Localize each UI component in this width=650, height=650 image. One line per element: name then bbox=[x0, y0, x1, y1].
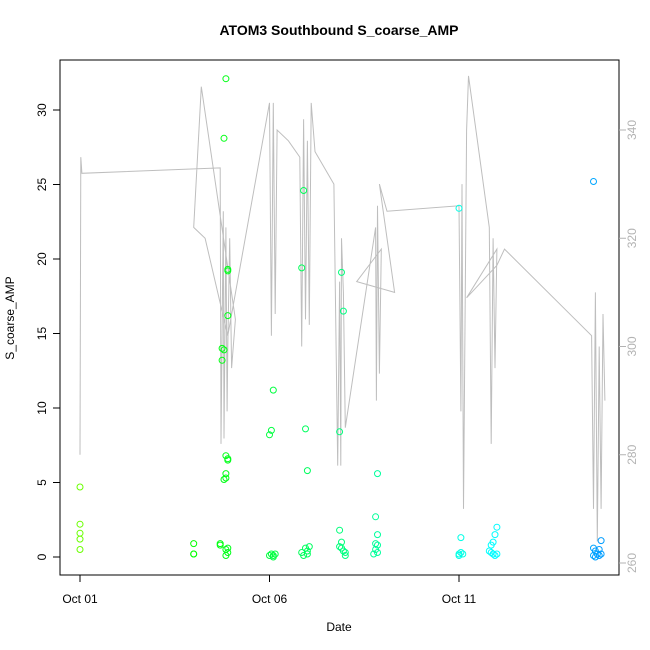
data-point bbox=[457, 534, 465, 542]
data-point bbox=[339, 307, 347, 315]
data-point bbox=[493, 523, 501, 531]
x-axis-label: Date bbox=[326, 620, 352, 634]
data-point bbox=[76, 520, 84, 528]
y-axis-label: S_coarse_AMP bbox=[3, 276, 17, 359]
data-point bbox=[338, 268, 345, 276]
data-point bbox=[493, 550, 501, 558]
data-point bbox=[459, 550, 467, 558]
data-point bbox=[269, 553, 277, 561]
data-point bbox=[303, 467, 311, 475]
data-points bbox=[76, 75, 605, 561]
data-point bbox=[489, 538, 497, 546]
data-point bbox=[339, 547, 347, 555]
data-point bbox=[491, 552, 499, 559]
data-point bbox=[372, 540, 380, 548]
data-point bbox=[489, 550, 497, 558]
data-point bbox=[76, 535, 84, 543]
data-point bbox=[220, 476, 228, 483]
y2-tick-label: 340 bbox=[625, 120, 639, 140]
data-point bbox=[336, 526, 344, 534]
data-point bbox=[222, 552, 230, 559]
x-tick-label: Oct 06 bbox=[252, 592, 288, 606]
data-point bbox=[224, 544, 232, 552]
x-tick-label: Oct 11 bbox=[442, 592, 477, 606]
data-point bbox=[455, 204, 463, 212]
data-point bbox=[590, 178, 597, 185]
data-point bbox=[374, 470, 381, 478]
data-point bbox=[302, 425, 309, 433]
data-point bbox=[76, 546, 84, 553]
data-point bbox=[491, 531, 499, 539]
data-point bbox=[218, 344, 226, 352]
data-point bbox=[298, 264, 306, 272]
data-point bbox=[190, 540, 198, 548]
data-point bbox=[222, 75, 230, 83]
y-tick-label: 15 bbox=[35, 327, 49, 341]
y-tick-label: 0 bbox=[35, 553, 49, 560]
data-point bbox=[76, 529, 84, 537]
data-point bbox=[597, 550, 605, 558]
data-point bbox=[455, 552, 463, 559]
series-line bbox=[79, 75, 606, 542]
plot-frame bbox=[59, 59, 620, 576]
data-point bbox=[591, 553, 599, 561]
y-tick-label: 25 bbox=[35, 178, 49, 192]
data-point bbox=[597, 537, 605, 545]
data-point bbox=[374, 541, 381, 549]
y2-tick-label: 300 bbox=[625, 336, 639, 356]
data-point bbox=[269, 386, 277, 394]
data-point bbox=[303, 550, 311, 558]
data-point bbox=[224, 456, 232, 464]
y-axis: 0 5 10 15 20 25 30 bbox=[35, 103, 60, 560]
data-point bbox=[220, 346, 228, 354]
data-point bbox=[336, 543, 344, 551]
data-point bbox=[216, 541, 224, 549]
y-tick-label: 30 bbox=[35, 103, 49, 117]
data-point bbox=[341, 549, 349, 556]
data-point bbox=[267, 426, 275, 434]
x-axis: Oct 01 Oct 06 Oct 11 bbox=[62, 575, 477, 606]
y2-tick-label: 320 bbox=[625, 228, 639, 248]
data-point bbox=[374, 531, 381, 539]
data-point bbox=[370, 550, 378, 558]
y-tick-label: 5 bbox=[35, 479, 49, 486]
y-tick-label: 10 bbox=[35, 401, 49, 415]
data-point bbox=[336, 428, 344, 436]
data-point bbox=[224, 312, 232, 320]
data-point bbox=[266, 431, 273, 439]
chart-title: ATOM3 Southbound S_coarse_AMP bbox=[219, 22, 458, 38]
data-point bbox=[222, 474, 230, 482]
data-point bbox=[372, 513, 380, 521]
background-line bbox=[79, 75, 606, 542]
x-tick-label: Oct 01 bbox=[62, 592, 98, 606]
y-tick-label: 20 bbox=[35, 252, 49, 266]
data-point bbox=[224, 265, 232, 273]
data-point bbox=[300, 552, 308, 559]
data-point bbox=[220, 134, 228, 142]
data-point bbox=[76, 483, 84, 491]
y2-axis: 260 280 300 320 340 bbox=[619, 120, 639, 573]
data-point bbox=[190, 550, 198, 558]
data-point bbox=[218, 356, 226, 364]
data-point bbox=[595, 552, 603, 559]
y2-tick-label: 260 bbox=[625, 553, 639, 573]
data-point bbox=[374, 549, 381, 556]
y2-tick-label: 280 bbox=[625, 444, 639, 464]
data-point bbox=[303, 547, 311, 555]
data-point bbox=[341, 552, 349, 559]
data-point bbox=[300, 187, 308, 194]
data-point bbox=[305, 543, 313, 551]
